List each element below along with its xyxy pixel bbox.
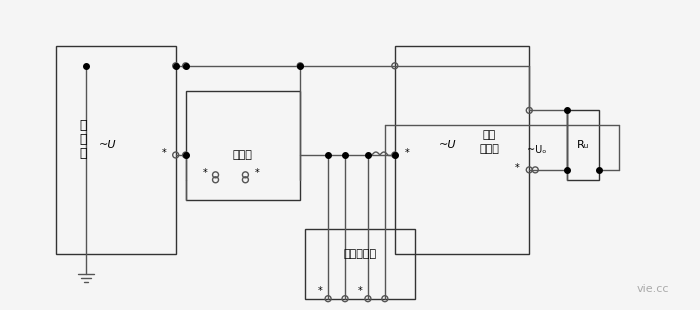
Text: 电压: 电压 [483,130,496,140]
Text: *: * [162,148,166,158]
Text: *: * [318,286,323,296]
Bar [567,110,599,180]
Bar [56,46,176,254]
Bar [305,229,414,299]
Text: ~U: ~U [439,140,456,150]
Bar [395,46,529,254]
Text: *: * [203,168,208,178]
Text: *: * [255,168,260,178]
Text: 号: 号 [79,133,87,146]
Text: *: * [358,286,363,296]
Text: *: * [405,148,409,158]
Text: 源: 源 [79,147,87,160]
Text: ~Uₒ: ~Uₒ [526,145,546,155]
Text: vie.cc: vie.cc [636,284,668,294]
Text: 标准相位计: 标准相位计 [344,249,377,259]
Text: 信: 信 [79,119,87,132]
Text: ~U: ~U [99,140,117,150]
Text: 分压器: 分压器 [232,150,253,160]
Bar [186,91,300,200]
Text: 变送器: 变送器 [480,144,499,154]
Text: Rᵤ: Rᵤ [577,140,589,150]
Text: *: * [515,163,519,173]
